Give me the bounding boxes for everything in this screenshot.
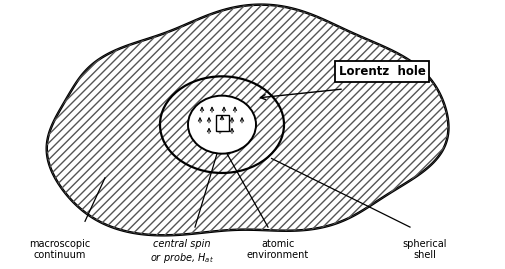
Text: central spin
or probe, $H_{at}$: central spin or probe, $H_{at}$ — [149, 239, 214, 265]
Ellipse shape — [160, 76, 283, 173]
Text: macroscopic
continuum: macroscopic continuum — [29, 239, 90, 260]
Text: spherical
shell: spherical shell — [402, 239, 446, 260]
Text: atomic
environment: atomic environment — [246, 239, 309, 260]
Ellipse shape — [188, 96, 256, 154]
Bar — [215, 115, 228, 131]
Polygon shape — [46, 5, 447, 235]
Text: Lorentz  hole: Lorentz hole — [338, 65, 425, 78]
